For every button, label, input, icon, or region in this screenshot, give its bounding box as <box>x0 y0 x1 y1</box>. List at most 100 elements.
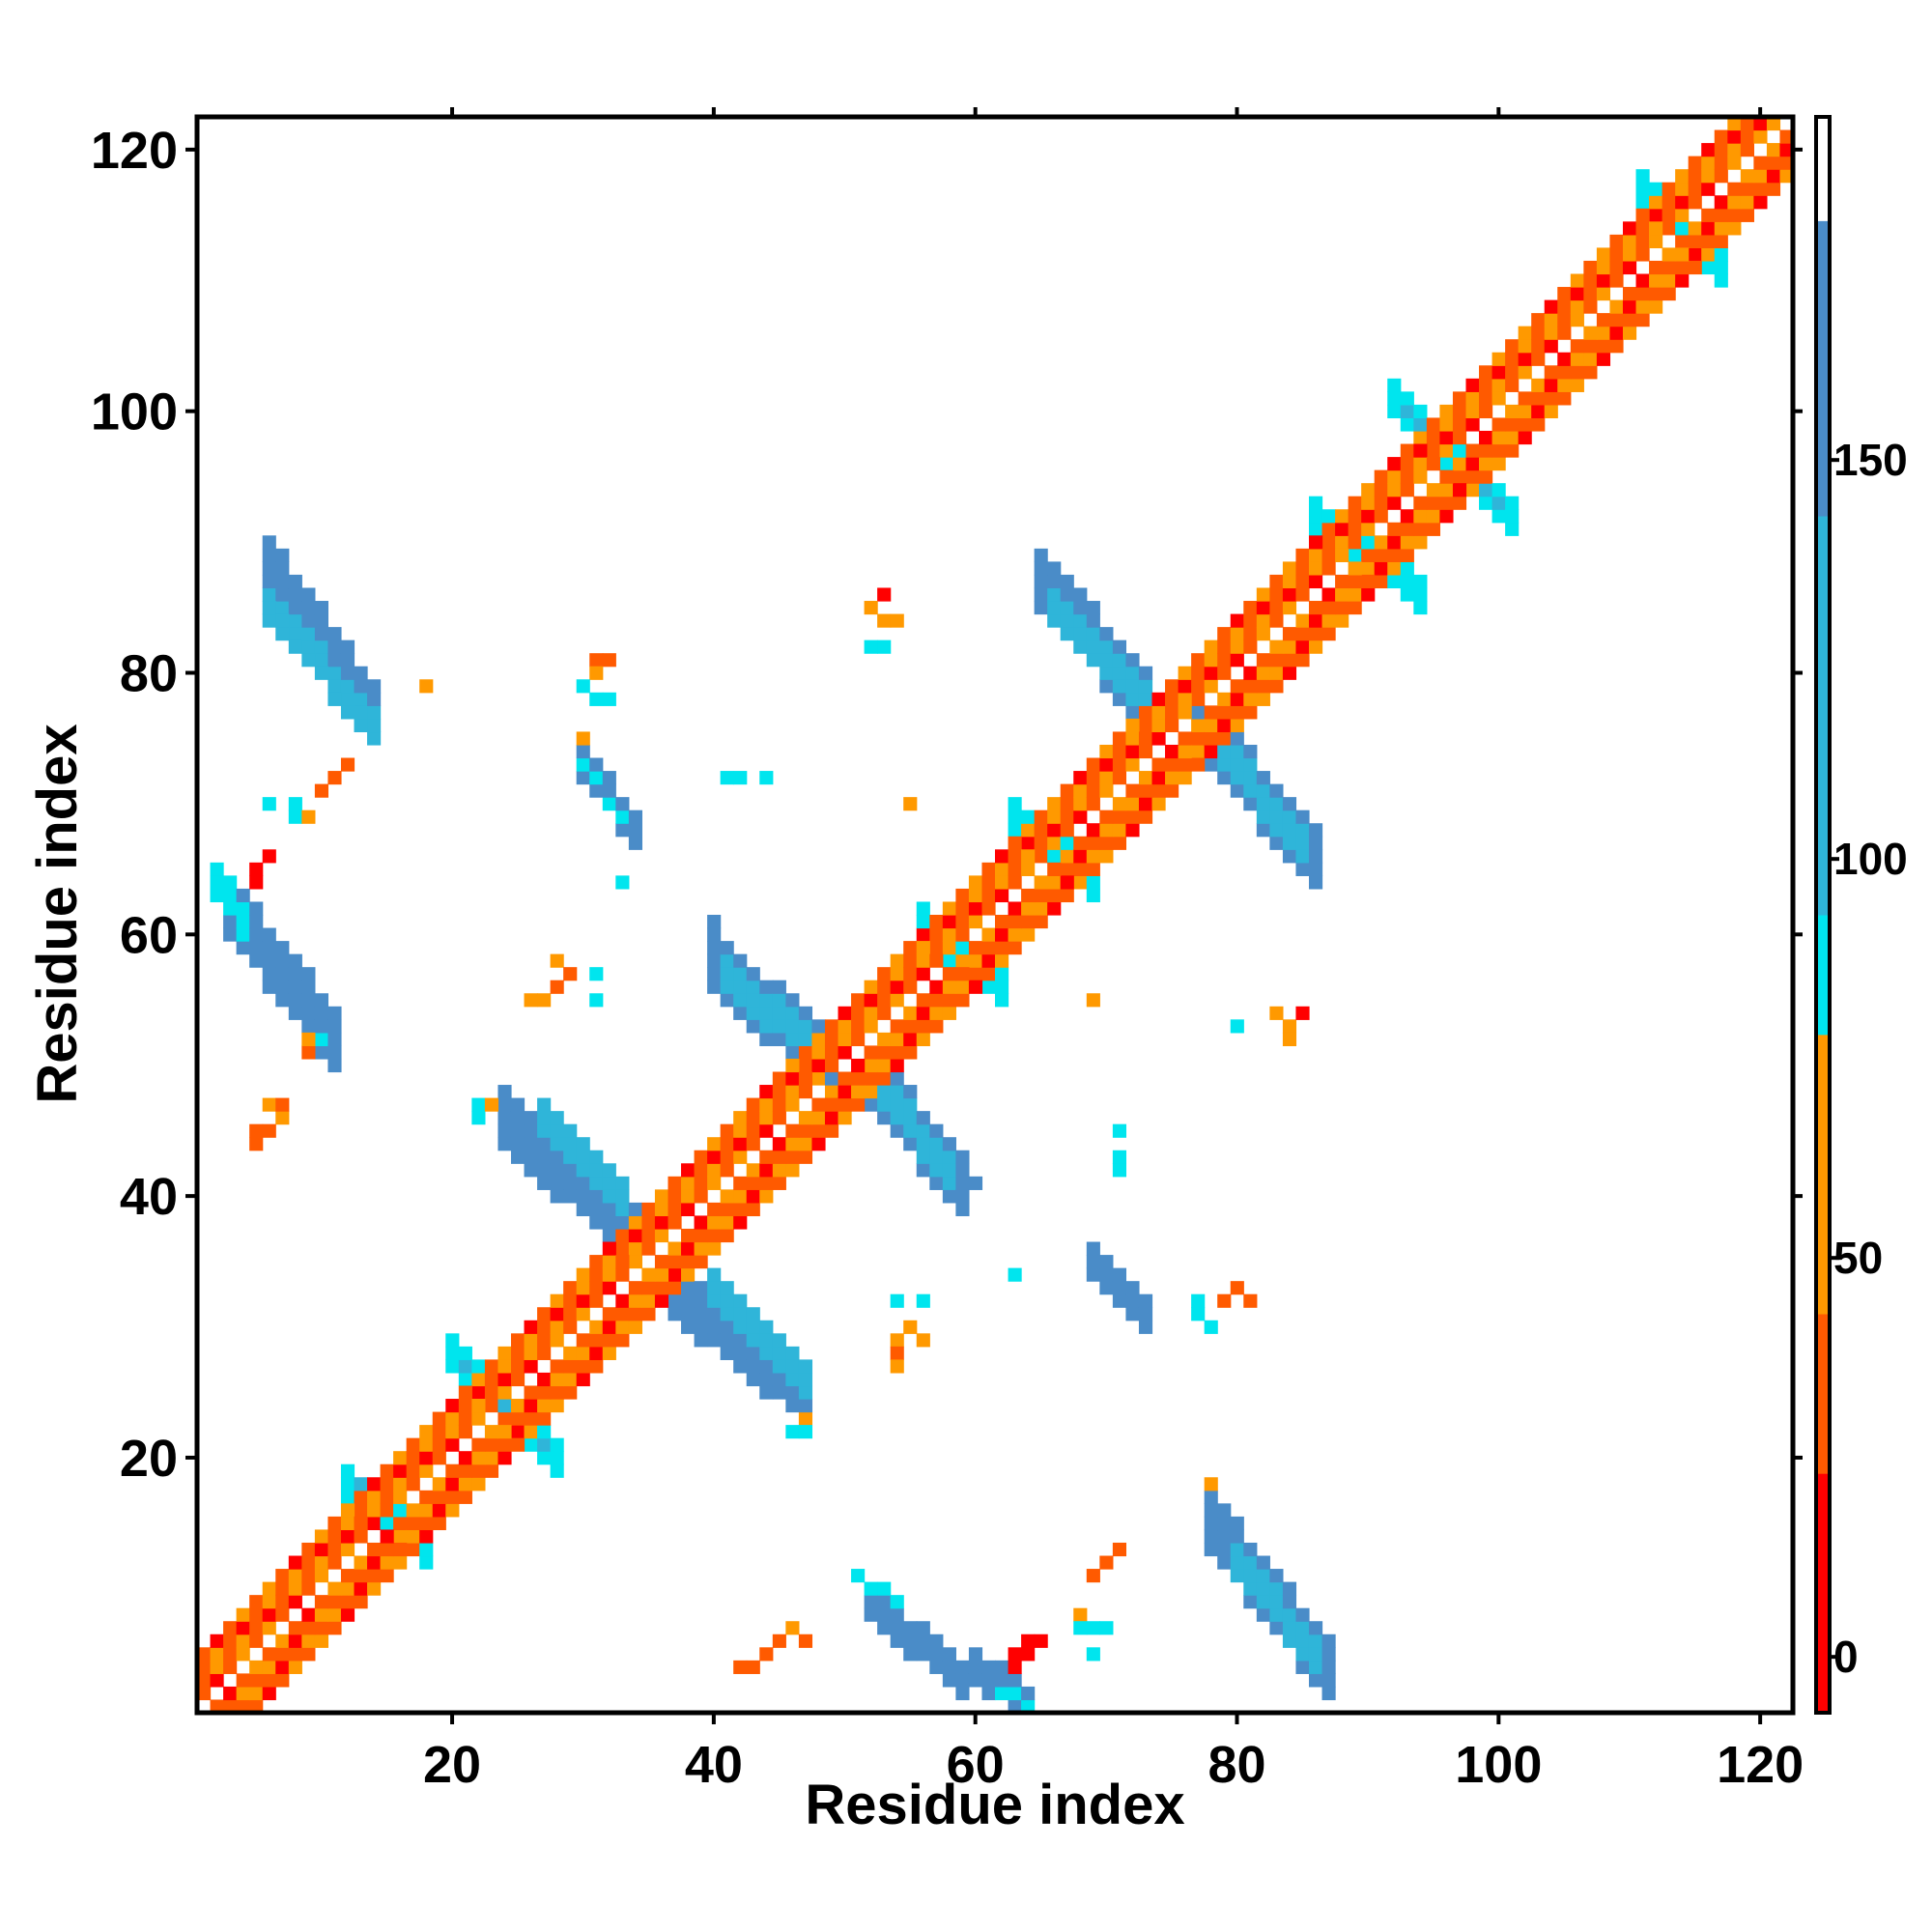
heatmap-cell <box>681 1176 696 1190</box>
heatmap-cell <box>327 1032 342 1047</box>
heatmap-cell <box>1308 1647 1323 1662</box>
heatmap-cell <box>602 797 616 811</box>
heatmap-cell <box>262 941 276 955</box>
heatmap-cell <box>537 1163 552 1178</box>
heatmap-cell <box>995 967 1009 981</box>
heatmap-cell <box>628 1255 642 1269</box>
heatmap-cell <box>236 1621 250 1635</box>
heatmap-cell <box>1256 771 1270 785</box>
heatmap-cell <box>615 1241 630 1256</box>
heatmap-cell <box>903 967 918 981</box>
heatmap-cell <box>1635 221 1650 236</box>
heatmap-cell <box>759 1111 774 1125</box>
heatmap-cell <box>458 1490 472 1504</box>
heatmap-cell <box>1753 129 1768 144</box>
heatmap-cell <box>1165 705 1179 720</box>
heatmap-cell <box>524 1333 538 1348</box>
heatmap-cell <box>1321 1634 1336 1648</box>
heatmap-cell <box>759 771 774 785</box>
heatmap-cell <box>602 771 616 785</box>
heatmap-cell <box>537 1346 552 1360</box>
heatmap-cell <box>1204 1529 1218 1544</box>
heatmap-cell <box>772 1346 786 1360</box>
heatmap-cell <box>288 1647 302 1662</box>
x-tick-label: 60 <box>947 1736 1005 1794</box>
heatmap-cell <box>1675 234 1690 249</box>
heatmap-cell <box>1452 404 1467 419</box>
heatmap-cell <box>942 1006 956 1020</box>
heatmap-cell <box>524 1425 538 1439</box>
heatmap-cell <box>1557 299 1572 314</box>
heatmap-cell <box>1217 653 1232 668</box>
heatmap-cell <box>1086 1255 1100 1269</box>
heatmap-cell <box>838 1097 852 1112</box>
heatmap-cell <box>393 1477 408 1492</box>
heatmap-cell <box>1479 469 1493 484</box>
heatmap-cell <box>720 980 734 994</box>
heatmap-cell <box>1008 927 1022 942</box>
heatmap-cell <box>1479 483 1493 497</box>
heatmap-cell <box>367 1503 382 1518</box>
heatmap-cell <box>1361 496 1376 510</box>
heatmap-cell <box>851 1085 866 1099</box>
heatmap-cell <box>720 1202 734 1217</box>
heatmap-cell <box>824 1045 839 1060</box>
heatmap-cell <box>772 1071 786 1086</box>
heatmap-cell <box>733 1215 748 1230</box>
heatmap-cell <box>720 1333 734 1348</box>
heatmap-cell <box>1701 182 1716 196</box>
heatmap-cell <box>327 639 342 654</box>
heatmap-cell <box>1256 653 1270 668</box>
heatmap-cell <box>602 1202 616 1217</box>
heatmap-cell <box>458 1463 472 1478</box>
heatmap-cell <box>864 639 878 654</box>
heatmap-cell <box>1099 666 1114 680</box>
heatmap-cell <box>1138 679 1153 694</box>
heatmap-cell <box>589 1281 604 1295</box>
heatmap-cell <box>1256 797 1270 811</box>
heatmap-cell <box>890 1359 904 1374</box>
heatmap-cell <box>1125 823 1140 838</box>
heatmap-cell <box>1635 313 1650 327</box>
heatmap-cell <box>746 1123 760 1138</box>
heatmap-cell <box>733 1189 748 1204</box>
heatmap-cell <box>720 1123 734 1138</box>
heatmap-cell <box>707 927 722 942</box>
heatmap-cell <box>1034 810 1048 824</box>
y-axis-title: Residue index <box>26 724 89 1103</box>
heatmap-cell <box>759 1333 774 1348</box>
heatmap-cell <box>641 1267 656 1282</box>
heatmap-cell <box>1060 783 1074 798</box>
heatmap-cell <box>1060 849 1074 864</box>
heatmap-cell <box>1335 587 1350 602</box>
heatmap-cell <box>288 1634 302 1648</box>
heatmap-cell <box>445 1490 460 1504</box>
heatmap-cell <box>602 1176 616 1190</box>
heatmap-cell <box>1178 744 1192 759</box>
heatmap-cell <box>445 1333 460 1348</box>
heatmap-cell <box>354 1490 368 1504</box>
heatmap-cell <box>1295 1607 1310 1622</box>
heatmap-cell <box>1479 443 1493 458</box>
heatmap-cell <box>340 1569 355 1583</box>
heatmap-cell <box>1295 810 1310 824</box>
heatmap-cell <box>524 1163 538 1178</box>
heatmap-cell <box>798 1385 813 1400</box>
heatmap-cell <box>746 1660 760 1674</box>
heatmap-cell <box>1099 823 1114 838</box>
heatmap-cell <box>942 953 956 968</box>
heatmap-cell <box>955 915 970 929</box>
heatmap-cell <box>1138 771 1153 785</box>
heatmap-cell <box>288 993 302 1008</box>
heatmap-cell <box>1348 509 1362 524</box>
heatmap-cell <box>497 1411 512 1426</box>
heatmap-cell <box>1269 666 1284 680</box>
heatmap-cell <box>288 1660 302 1674</box>
heatmap-cell <box>995 1673 1009 1688</box>
heatmap-cell <box>1570 352 1584 366</box>
heatmap-cell <box>1452 469 1467 484</box>
heatmap-cell <box>249 1660 264 1674</box>
heatmap-cell <box>1073 849 1088 864</box>
heatmap-cell <box>981 875 996 890</box>
heatmap-cell <box>1256 783 1270 798</box>
